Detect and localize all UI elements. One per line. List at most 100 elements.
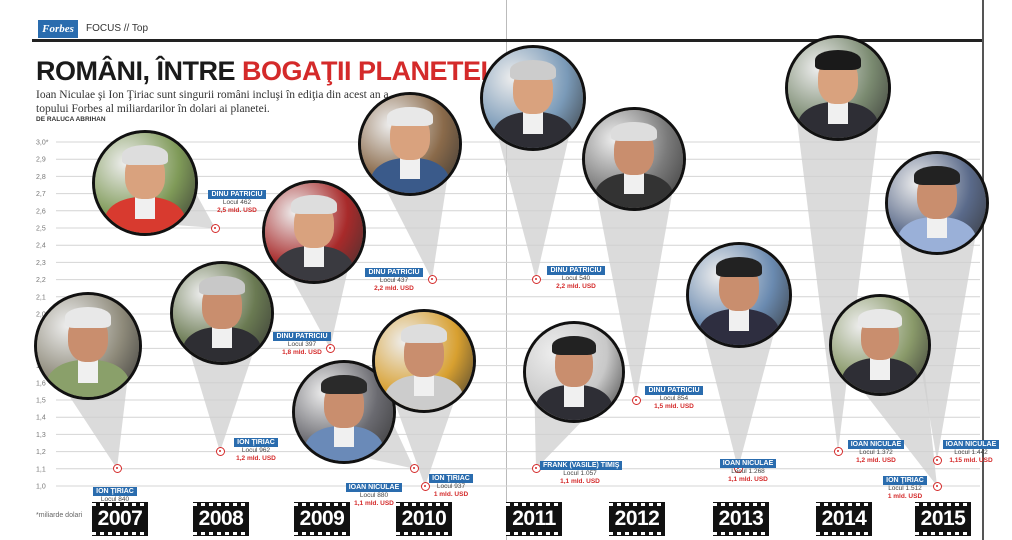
value-dot — [531, 275, 541, 285]
entry-label: ION ŢIRIAC Locul 937 1 mld. USD — [411, 472, 491, 499]
year-label-2010: 2010 — [396, 502, 452, 536]
y-tick-label: 1,0 — [36, 484, 46, 491]
entry-label: DINU PATRICIU Locul 437 2,2 mld. USD — [354, 266, 434, 293]
entry-label: DINU PATRICIU Locul 854 1,5 mld. USD — [634, 384, 714, 411]
entry-value: 1,1 mld. USD — [728, 475, 768, 483]
entry-value: 1,2 mld. USD — [236, 454, 276, 462]
entry-name: FRANK (VASILE) TIMIŞ — [540, 460, 623, 470]
year-label-2007: 2007 — [92, 502, 148, 536]
year-label-2008: 2008 — [193, 502, 249, 536]
entry-label: ION ŢIRIAC Locul 962 1,2 mld. USD — [216, 436, 296, 463]
lead-paragraph: Ioan Niculae şi Ion Ţiriac sunt singurii… — [36, 89, 389, 115]
portrait-photo — [885, 151, 989, 255]
y-tick-label: 1,1 — [36, 466, 46, 473]
entry-value: 1,1 mld. USD — [560, 477, 600, 485]
value-dot — [325, 343, 335, 353]
value-dot — [932, 481, 942, 491]
portrait-photo — [785, 35, 891, 141]
entry-value: 1,1 mld. USD — [354, 499, 394, 507]
entry-name: IOAN NICULAE — [345, 482, 403, 492]
y-tick-label: 2,2 — [36, 277, 46, 284]
y-tick-label: 2,8 — [36, 174, 46, 181]
entry-value: 1,15 mld. USD — [949, 457, 993, 465]
portrait-photo — [358, 92, 462, 196]
footnote: *miliarde dolari — [36, 512, 83, 519]
section-label: FOCUS // Top — [86, 23, 149, 34]
entry-value: 1,8 mld. USD — [282, 349, 322, 357]
year-label-2015: 2015 — [915, 502, 971, 536]
entry-label: IOAN NICULAE Locul 1.372 1,2 mld. USD — [836, 438, 916, 465]
entry-rank: Locul 462 — [222, 199, 252, 206]
entry-name: DINU PATRICIU — [365, 267, 423, 277]
entry-name: ION ŢIRIAC — [429, 474, 473, 483]
year-label-2013: 2013 — [713, 502, 769, 536]
entry-value: 2,2 mld. USD — [556, 282, 596, 290]
headline-part-2: BOGAŢII PLANETEI — [242, 56, 488, 86]
portrait-photo — [480, 45, 586, 151]
portrait-photo — [34, 292, 142, 400]
entry-rank: Locul 937 — [436, 483, 466, 490]
entry-rank: Locul 840 — [100, 495, 130, 503]
entry-rank: Locul 1.372 — [859, 448, 893, 456]
entry-rank: Locul 962 — [241, 446, 271, 454]
headline: ROMÂNI, ÎNTRE BOGAŢII PLANETEI — [36, 56, 488, 87]
portrait-beam — [589, 158, 679, 400]
value-dot — [833, 447, 843, 457]
entry-rank: Locul 1.442 — [954, 449, 988, 457]
entry-rank: Locul 540 — [561, 274, 591, 282]
entry-label: IOAN NICULAE Locul 1.442 1,15 mld. USD — [931, 438, 1011, 465]
portrait-photo — [170, 261, 274, 365]
portrait-beam — [892, 203, 982, 461]
year-label-2012: 2012 — [609, 502, 665, 536]
byline: DE RALUCA ABRIHAN — [36, 116, 106, 123]
entry-value: 2,2 mld. USD — [374, 284, 414, 292]
entry-name: DINU PATRICIU — [273, 332, 331, 342]
entry-label: DINU PATRICIU Locul 540 2,2 mld. USD — [536, 264, 616, 291]
portrait-photo — [372, 309, 476, 413]
year-label-2014: 2014 — [816, 502, 872, 536]
entry-rank: Locul 880 — [359, 491, 389, 499]
y-tick-label: 3,0* — [36, 140, 49, 147]
portrait-photo — [92, 130, 198, 236]
entry-label: DINU PATRICIU Locul 397 1,8 mld. USD — [262, 330, 342, 357]
y-tick-label: 1,5 — [36, 398, 46, 405]
y-tick-label: 2,6 — [36, 208, 46, 215]
entry-rank: Locul 1.057 — [563, 469, 597, 477]
value-dot — [420, 481, 430, 491]
portrait-photo — [262, 180, 366, 284]
entry-rank: Locul 437 — [379, 276, 409, 284]
entry-name: ION ŢIRIAC — [234, 437, 278, 447]
entry-rank: Locul 1.512 — [888, 485, 922, 492]
entry-name: IOAN NICULAE — [942, 440, 1000, 450]
entry-name: IOAN NICULAE — [847, 439, 905, 449]
y-tick-label: 2,9 — [36, 157, 46, 164]
portrait-beam — [792, 88, 884, 452]
entry-name: DINU PATRICIU — [645, 386, 703, 395]
year-label-2009: 2009 — [294, 502, 350, 536]
entry-name: DINU PATRICIU — [208, 190, 266, 199]
entry-label: IOAN NICULAE Locul 880 1,1 mld. USD — [334, 481, 414, 508]
header-bar: Forbes FOCUS // Top — [32, 20, 982, 38]
value-dot — [112, 464, 122, 474]
value-dot — [409, 464, 419, 474]
entry-rank: Locul 854 — [659, 395, 689, 402]
value-dot — [210, 223, 220, 233]
value-dot — [631, 395, 641, 405]
entry-label: DINU PATRICIU Locul 462 2,5 mld. USD — [197, 188, 277, 215]
y-tick-label: 2,5 — [36, 226, 46, 233]
entry-name: ION ŢIRIAC — [93, 486, 137, 496]
page-spine — [506, 0, 507, 540]
entry-name: IOAN NICULAE — [719, 458, 777, 468]
y-tick-label: 2,3 — [36, 260, 46, 267]
header-rule — [32, 39, 982, 42]
entry-name: ION ŢIRIAC — [883, 476, 927, 485]
entry-value: 2,5 mld. USD — [217, 207, 257, 214]
page-edge — [982, 0, 984, 540]
value-dot — [215, 447, 225, 457]
y-tick-label: 1,4 — [36, 415, 46, 422]
y-tick-label: 2,7 — [36, 191, 46, 198]
entry-value: 1,5 mld. USD — [654, 403, 694, 410]
portrait-photo — [829, 294, 931, 396]
portrait-photo — [523, 321, 625, 423]
value-dot — [427, 275, 437, 285]
